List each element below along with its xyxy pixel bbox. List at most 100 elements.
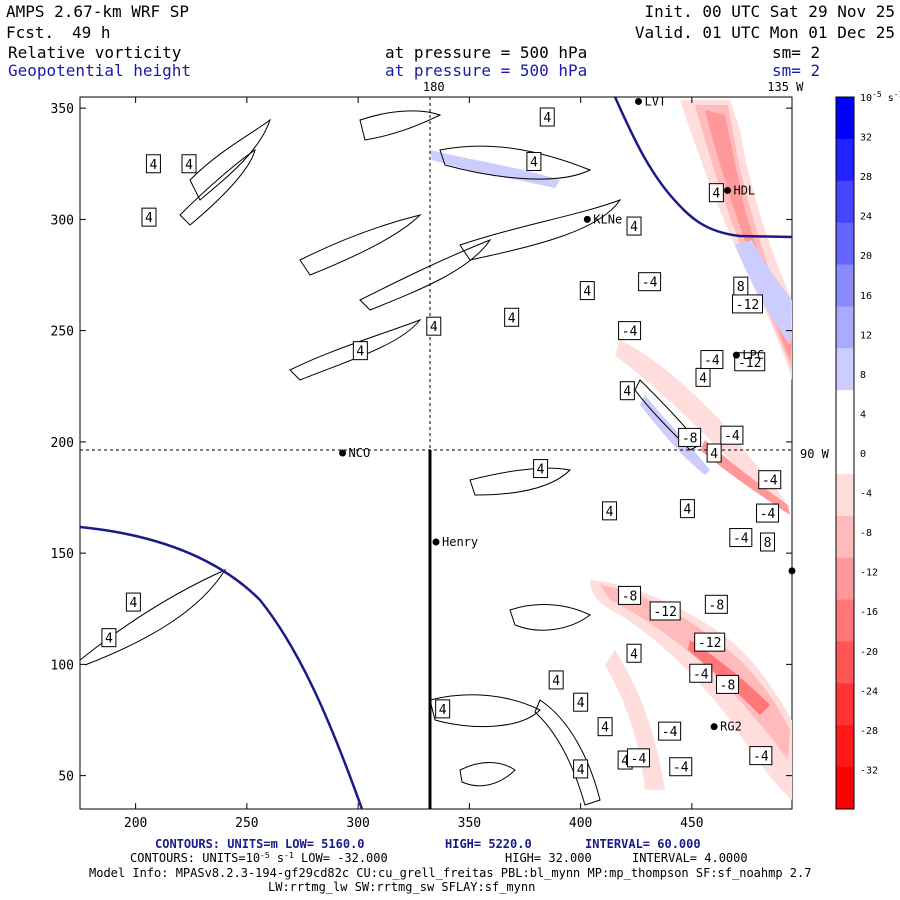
model-name: AMPS 2.67-km WRF SP xyxy=(6,2,189,21)
contour-label: 4 xyxy=(439,703,447,718)
contour-label-box xyxy=(626,216,642,236)
height-contour-5220 xyxy=(613,97,792,239)
contour-label: 8 xyxy=(764,536,772,551)
contour-label-box xyxy=(689,663,713,683)
contour-label-box xyxy=(101,628,117,648)
colorbar-tick-label: 4 xyxy=(860,409,866,420)
colorbar-tick-label: -8 xyxy=(860,528,872,539)
contour-label-box xyxy=(678,427,702,447)
meridian-labels: 180 135 W 90 W xyxy=(423,80,830,461)
y-tick-label: 50 xyxy=(58,770,74,785)
contour-label: -8 xyxy=(709,598,725,613)
colorbar-swatch xyxy=(836,306,854,349)
field2-smooth: sm= 2 xyxy=(772,61,820,80)
contour-label: 4 xyxy=(430,320,438,335)
contour-label-box xyxy=(704,594,728,614)
contour-line xyxy=(459,762,516,787)
colorbar-tick-label: -12 xyxy=(860,568,878,579)
colorbar-swatch xyxy=(836,97,854,140)
contour-label-box xyxy=(579,281,595,301)
contour-label-box xyxy=(533,459,549,479)
contour-label: 4 xyxy=(530,156,538,171)
contour-label-box xyxy=(669,757,693,777)
station-label: Henry xyxy=(442,535,478,549)
contour-label: -4 xyxy=(753,750,769,765)
contour-label: 4 xyxy=(356,345,364,360)
x-axis: 200 250 300 350 400 450 xyxy=(124,97,704,831)
neg-vorticity-streak xyxy=(700,440,790,515)
station-label: NCO xyxy=(349,446,371,460)
contour-label: 4 xyxy=(543,111,551,126)
contour-label-box xyxy=(706,443,722,463)
x-tick-label: 250 xyxy=(235,816,258,831)
contour-label: -4 xyxy=(724,429,740,444)
contour-label: 4 xyxy=(129,596,137,611)
contour-label-box xyxy=(426,316,442,336)
neg-vorticity-south-lobe xyxy=(605,650,665,790)
contour-label-box xyxy=(760,532,776,552)
colorbar-tick-label: -4 xyxy=(860,489,872,500)
pos-vorticity-strip xyxy=(735,240,792,345)
contour-label-box xyxy=(720,425,744,445)
contour-label-box xyxy=(618,585,642,605)
footer-vort-units-space xyxy=(270,851,277,865)
station-marker xyxy=(432,538,440,546)
contour-label: 4 xyxy=(630,220,638,235)
contour-label: 4 xyxy=(105,632,113,647)
colorbar-swatch xyxy=(836,557,854,601)
init-time: Init. 00 UTC Sat 29 Nov 25 xyxy=(645,2,895,21)
contour-label-box xyxy=(708,183,724,203)
y-tick-label: 300 xyxy=(51,213,74,228)
contour-label: -12 xyxy=(738,356,761,371)
station-label: LVT xyxy=(644,94,666,108)
height-contour-5160 xyxy=(80,525,364,809)
fcst-label: Fcst. xyxy=(6,23,54,42)
footer-height-interval: INTERVAL= 60.000 xyxy=(585,837,701,851)
footer-vort-high: HIGH= 32.000 xyxy=(505,851,592,865)
contour-label-box xyxy=(679,499,695,519)
x-tick-label: 200 xyxy=(124,816,147,831)
contour-label-box xyxy=(638,272,662,292)
colorbar-swatch xyxy=(836,138,854,182)
meridian-label: 180 xyxy=(423,80,445,94)
colorbar-swatch xyxy=(836,641,854,684)
contour-label: 4 xyxy=(606,505,614,520)
contour-label: 4 xyxy=(630,647,638,662)
station-marker xyxy=(788,567,796,575)
contour-label: -8 xyxy=(622,589,638,604)
colorbar-tick-label: -16 xyxy=(860,607,878,618)
contour-label: 4 xyxy=(699,371,707,386)
colorbar-tick-label: 28 xyxy=(860,172,872,183)
footer-model-info-2: LW:rrtmg_lw SW:rrtmg_sw SFLAY:sf_mynn xyxy=(268,880,535,894)
contour-label: 4 xyxy=(583,285,591,300)
colorbar: 10-5 s-1 32 28 24 20 16 12 8 4 0 -4 -8 -12 -16 -20 -24… xyxy=(835,90,900,810)
contour-label: 4 xyxy=(712,187,720,202)
colorbar-frame xyxy=(835,96,855,810)
contour-label: -4 xyxy=(704,354,720,369)
contour-label: 4 xyxy=(577,696,585,711)
contour-label: 4 xyxy=(710,447,718,462)
contour-line xyxy=(459,198,622,261)
contour-label: -4 xyxy=(693,667,709,682)
contour-label: 4 xyxy=(621,754,629,769)
contour-label-box xyxy=(618,321,642,341)
contour-label: 4 xyxy=(601,721,609,736)
contour-label-box xyxy=(658,721,682,741)
plot-frame xyxy=(79,96,793,810)
contour-label-box xyxy=(435,699,451,719)
x-tick-label: 450 xyxy=(680,816,703,831)
colorbar-tick-label: -32 xyxy=(860,765,878,776)
contour-line xyxy=(359,110,442,141)
y-tick-label: 350 xyxy=(51,102,74,117)
contour-label-box xyxy=(694,632,726,652)
contour-label-box xyxy=(602,501,618,521)
contour-line xyxy=(634,379,701,451)
contour-label: 4 xyxy=(145,211,153,226)
contour-label-box xyxy=(573,759,589,779)
contour-label: 4 xyxy=(577,763,585,778)
colorbar-tick-label: 0 xyxy=(860,449,866,460)
y-axis: 50 100 150 200 250 300 350 xyxy=(51,102,792,785)
contour-label-box xyxy=(732,294,763,314)
contour-label: 4 xyxy=(552,674,560,689)
footer: CONTOURS: UNITS=m LOW= 5160.0 HIGH= 5220… xyxy=(89,837,811,894)
